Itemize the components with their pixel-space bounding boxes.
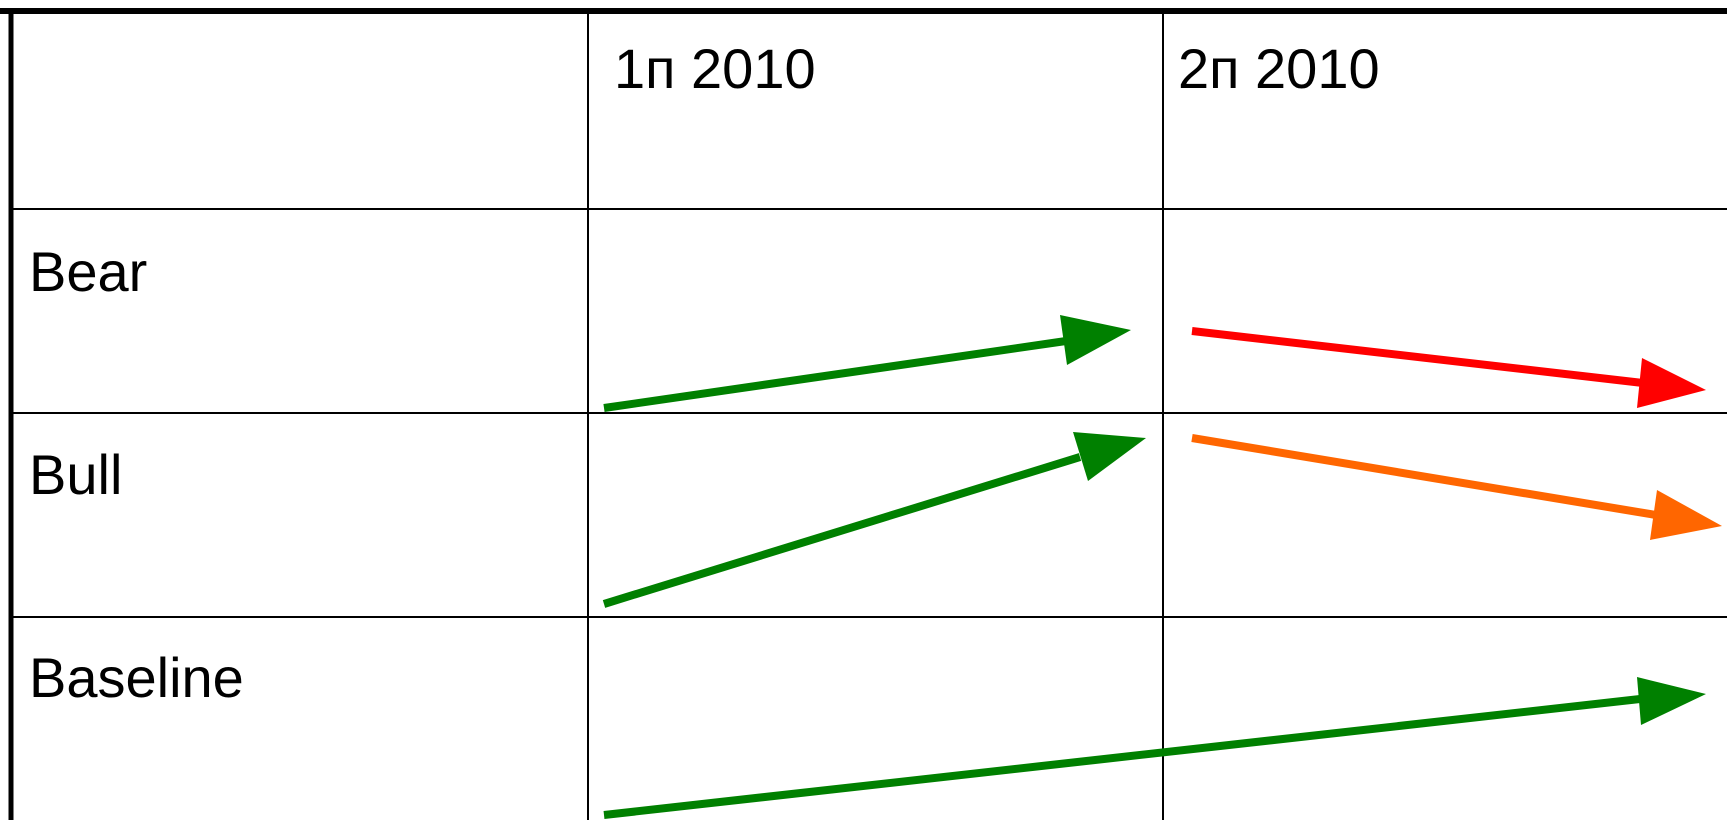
arrow-bear-period-2 — [1191, 327, 1706, 408]
header-period-1: 1п 2010 — [614, 37, 816, 100]
header-period-2: 2п 2010 — [1178, 37, 1380, 100]
arrow-bull-period-2 — [1191, 434, 1722, 540]
arrow-bull-period-1 — [602, 432, 1146, 608]
arrow-baseline-period-1-2 — [603, 677, 1706, 819]
row-label-bear: Bear — [29, 240, 147, 303]
row-label-bull: Bull — [29, 443, 122, 506]
table-grid — [0, 8, 1727, 820]
row-label-baseline: Baseline — [29, 646, 244, 709]
arrow-bear-period-1 — [603, 315, 1131, 412]
